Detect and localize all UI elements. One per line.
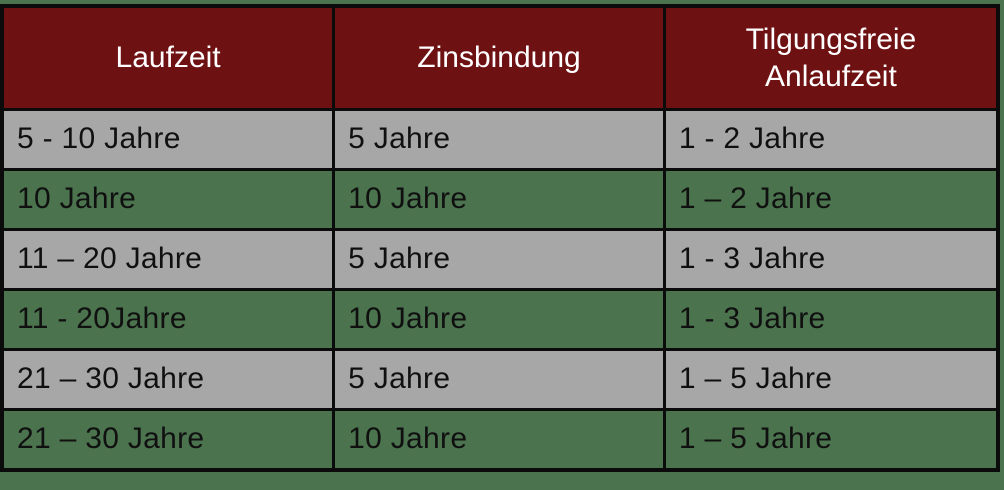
- table-cell-anlaufzeit: 1 – 5 Jahre: [662, 407, 1000, 472]
- table-row: 21 – 30 Jahre 5 Jahre 1 – 5 Jahre: [0, 347, 1000, 411]
- header-row: Laufzeit Zinsbindung Tilgungsfreie Anlau…: [0, 4, 1000, 111]
- table-cell-anlaufzeit: 1 - 3 Jahre: [662, 287, 1000, 351]
- column-header-tilgungsfreie-anlaufzeit: Tilgungsfreie Anlaufzeit: [662, 4, 1000, 111]
- table-cell-laufzeit: 11 - 20Jahre: [0, 287, 336, 351]
- table-cell-anlaufzeit: 1 - 2 Jahre: [662, 108, 1000, 171]
- table-cell-zinsbindung: 10 Jahre: [332, 407, 666, 472]
- table-body: 5 - 10 Jahre 5 Jahre 1 - 2 Jahre 10 Jahr…: [0, 108, 1000, 472]
- table-cell-zinsbindung: 5 Jahre: [332, 227, 666, 291]
- table-row: 5 - 10 Jahre 5 Jahre 1 - 2 Jahre: [0, 108, 1000, 171]
- table-cell-zinsbindung: 10 Jahre: [332, 287, 666, 351]
- loan-terms-table: Laufzeit Zinsbindung Tilgungsfreie Anlau…: [0, 4, 1000, 472]
- table-cell-zinsbindung: 5 Jahre: [332, 347, 666, 411]
- table-cell-laufzeit: 11 – 20 Jahre: [0, 227, 336, 291]
- table-cell-laufzeit: 21 – 30 Jahre: [0, 347, 336, 411]
- table-cell-anlaufzeit: 1 - 3 Jahre: [662, 227, 1000, 291]
- table-row: 11 - 20Jahre 10 Jahre 1 - 3 Jahre: [0, 287, 1000, 351]
- table-cell-anlaufzeit: 1 – 2 Jahre: [662, 167, 1000, 231]
- table-row: 11 – 20 Jahre 5 Jahre 1 - 3 Jahre: [0, 227, 1000, 291]
- table-row: 10 Jahre 10 Jahre 1 – 2 Jahre: [0, 167, 1000, 231]
- table-cell-zinsbindung: 10 Jahre: [332, 167, 666, 231]
- table-cell-laufzeit: 10 Jahre: [0, 167, 336, 231]
- table-header: Laufzeit Zinsbindung Tilgungsfreie Anlau…: [0, 4, 1000, 111]
- table-cell-zinsbindung: 5 Jahre: [332, 108, 666, 171]
- table-row: 21 – 30 Jahre 10 Jahre 1 – 5 Jahre: [0, 407, 1000, 472]
- table-cell-laufzeit: 5 - 10 Jahre: [0, 108, 336, 171]
- column-header-zinsbindung: Zinsbindung: [332, 4, 666, 111]
- table-cell-laufzeit: 21 – 30 Jahre: [0, 407, 336, 472]
- table-cell-anlaufzeit: 1 – 5 Jahre: [662, 347, 1000, 411]
- column-header-laufzeit: Laufzeit: [0, 4, 336, 111]
